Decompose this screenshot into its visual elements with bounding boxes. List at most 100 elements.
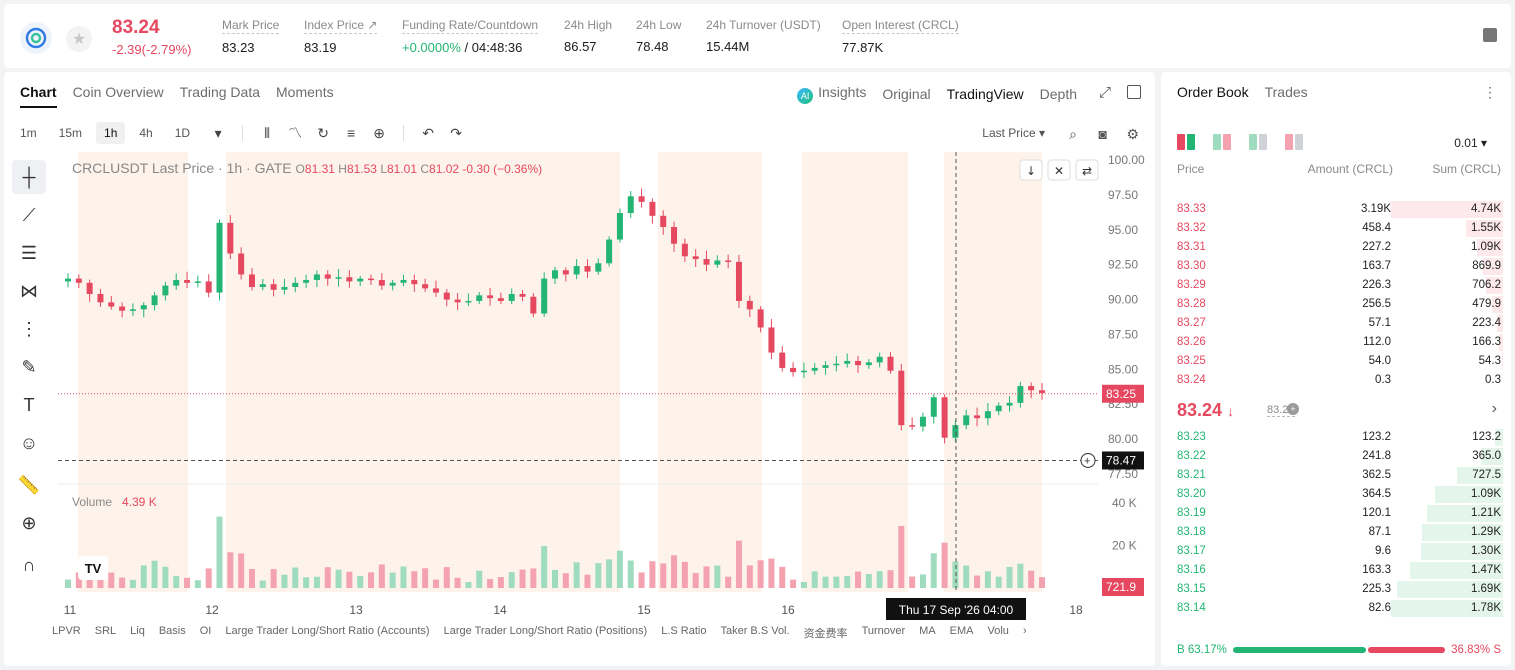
candle-body	[671, 226, 678, 244]
bid-row[interactable]: 83.17 9.6 1.30K	[1161, 542, 1511, 561]
search-icon[interactable]: ⌕	[1069, 126, 1077, 142]
candle-body	[768, 327, 775, 353]
interval-1h[interactable]: 1h	[96, 122, 126, 144]
indicator-ema[interactable]: EMA	[949, 625, 974, 637]
pattern-icon[interactable]: ⋈	[20, 280, 38, 301]
stat-index-price[interactable]: Index Price ↗ 83.19	[304, 18, 378, 55]
stat-funding-rate[interactable]: Funding Rate/Countdown +0.0000% / 04:48:…	[402, 18, 539, 55]
bid-row[interactable]: 83.22 241.8 365.0	[1161, 447, 1511, 466]
indicator-ls-accounts[interactable]: Large Trader Long/Short Ratio (Accounts)	[225, 625, 430, 637]
interval-dropdown-icon[interactable]: ▾	[214, 124, 222, 141]
layout-depth-icon[interactable]	[1285, 134, 1303, 150]
fib-icon[interactable]: ⋮	[20, 318, 38, 339]
ask-depth-bar	[1501, 353, 1503, 370]
ask-row[interactable]: 83.33 3.19K 4.74K	[1161, 200, 1511, 219]
window-icon[interactable]	[1127, 85, 1141, 99]
indicator-ma[interactable]: MA	[919, 625, 936, 637]
interval-1m[interactable]: 1m	[20, 126, 37, 140]
chevron-right-icon[interactable]: ›	[1491, 400, 1497, 417]
bid-row[interactable]: 83.16 163.3 1.47K	[1161, 561, 1511, 580]
crosshair-icon[interactable]: ┼	[12, 160, 46, 194]
ask-row[interactable]: 83.32 458.4 1.55K	[1161, 219, 1511, 238]
indicator-srl[interactable]: SRL	[94, 625, 117, 637]
interval-1d[interactable]: 1D	[174, 126, 191, 140]
zoom-in-icon[interactable]: ⊕	[21, 512, 37, 533]
book-icon[interactable]	[1483, 28, 1497, 42]
candle-body	[1028, 386, 1035, 391]
tab-coin-overview[interactable]: Coin Overview	[72, 84, 164, 100]
bid-row[interactable]: 83.18 87.1 1.29K	[1161, 523, 1511, 542]
stat-mark-price[interactable]: Mark Price 83.23	[222, 18, 280, 55]
settings-gear-icon[interactable]: ⚙	[1126, 126, 1139, 142]
ask-row[interactable]: 83.31 227.2 1.09K	[1161, 238, 1511, 257]
indicator-liq[interactable]: Liq	[130, 625, 145, 637]
ask-row[interactable]: 83.25 54.0 54.3	[1161, 352, 1511, 371]
indicator-oi[interactable]: OI	[199, 625, 212, 637]
ask-row[interactable]: 83.29 226.3 706.2	[1161, 276, 1511, 295]
tab-chart[interactable]: Chart	[20, 84, 57, 108]
tab-tradingview[interactable]: TradingView	[946, 86, 1024, 102]
candlestick-chart[interactable]: 100.0097.5095.0092.5090.0087.5085.0082.5…	[58, 152, 1148, 622]
bid-row[interactable]: 83.20 364.5 1.09K	[1161, 485, 1511, 504]
trendline-icon[interactable]: ⟋	[22, 204, 36, 225]
interval-4h[interactable]: 4h	[139, 126, 153, 140]
tab-insights[interactable]: AI Insights	[797, 84, 866, 104]
bid-row[interactable]: 83.14 82.6 1.78K	[1161, 599, 1511, 618]
tab-original[interactable]: Original	[882, 86, 931, 102]
indicator-lpvr[interactable]: LPVR	[52, 625, 81, 637]
stat-open-interest[interactable]: Open Interest (CRCL) 77.87K	[842, 18, 959, 55]
candle-body	[703, 259, 710, 265]
indicator-ls-ratio[interactable]: L.S Ratio	[661, 625, 707, 637]
volume-bar	[898, 525, 905, 588]
templates-icon[interactable]: ≡	[346, 125, 356, 141]
magnet-icon[interactable]: ∩	[22, 554, 36, 575]
ask-sum: 1.09K	[1470, 241, 1501, 253]
indicators-icon[interactable]: 〽	[288, 125, 303, 141]
bid-row[interactable]: 83.21 362.5 727.5	[1161, 466, 1511, 485]
tab-trades[interactable]: Trades	[1264, 84, 1308, 100]
ask-row[interactable]: 83.30 163.7 869.9	[1161, 257, 1511, 276]
expand-icon[interactable]: ⤢	[1098, 84, 1111, 101]
ask-row[interactable]: 83.27 57.1 223.4	[1161, 314, 1511, 333]
favorite-star-icon[interactable]: ★	[66, 26, 92, 52]
tab-moments[interactable]: Moments	[276, 84, 334, 100]
plus-circle-icon[interactable]: +	[1287, 403, 1299, 415]
layout-asks-icon[interactable]	[1249, 134, 1267, 150]
volume-bar	[173, 576, 180, 588]
camera-icon[interactable]: ◙	[1098, 126, 1107, 142]
volume-bar	[1039, 577, 1045, 588]
ask-row[interactable]: 83.24 0.3 0.3	[1161, 371, 1511, 390]
chevron-right-icon[interactable]: ›	[1022, 625, 1027, 637]
mid-price[interactable]: 83.24 ↓	[1177, 400, 1235, 420]
brush-icon[interactable]: ✎	[21, 356, 37, 377]
tick-size-select[interactable]: 0.01 ▾	[1454, 136, 1487, 150]
bid-row[interactable]: 83.19 120.1 1.21K	[1161, 504, 1511, 523]
interval-15m[interactable]: 15m	[58, 126, 83, 140]
text-tool-icon[interactable]: T	[23, 394, 35, 415]
layout-both-icon[interactable]	[1177, 134, 1195, 150]
indicator-volume[interactable]: Volu	[987, 625, 1009, 637]
add-indicator-icon[interactable]: ⊕	[373, 124, 385, 141]
candle-type-icon[interactable]: ⫴	[264, 124, 271, 141]
indicator-basis[interactable]: Basis	[158, 625, 186, 637]
indicator-taker-vol[interactable]: Taker B.S Vol.	[720, 625, 790, 637]
undo-icon[interactable]: ↶	[422, 124, 434, 141]
redo-icon[interactable]: ↷	[450, 124, 462, 141]
more-options-icon[interactable]: ⋮	[1483, 84, 1497, 100]
refresh-icon[interactable]: ↻	[317, 124, 329, 141]
ask-row[interactable]: 83.28 256.5 479.9	[1161, 295, 1511, 314]
ask-row[interactable]: 83.26 112.0 166.3	[1161, 333, 1511, 352]
tab-depth[interactable]: Depth	[1039, 86, 1077, 102]
horizontal-lines-icon[interactable]: ☰	[20, 242, 38, 263]
indicator-ls-positions[interactable]: Large Trader Long/Short Ratio (Positions…	[443, 625, 648, 637]
indicator-turnover[interactable]: Turnover	[861, 625, 906, 637]
bid-row[interactable]: 83.15 225.3 1.69K	[1161, 580, 1511, 599]
bid-row[interactable]: 83.23 123.2 123.2	[1161, 428, 1511, 447]
tab-trading-data[interactable]: Trading Data	[179, 84, 261, 100]
indicator-funding-rate[interactable]: 资金费率	[803, 628, 848, 640]
price-source-select[interactable]: Last Price ▾	[982, 126, 1045, 140]
layout-bids-icon[interactable]	[1213, 134, 1231, 150]
tab-order-book[interactable]: Order Book	[1177, 84, 1249, 100]
emoji-icon[interactable]: ☺	[19, 432, 39, 453]
ruler-icon[interactable]: 📏	[17, 474, 41, 495]
